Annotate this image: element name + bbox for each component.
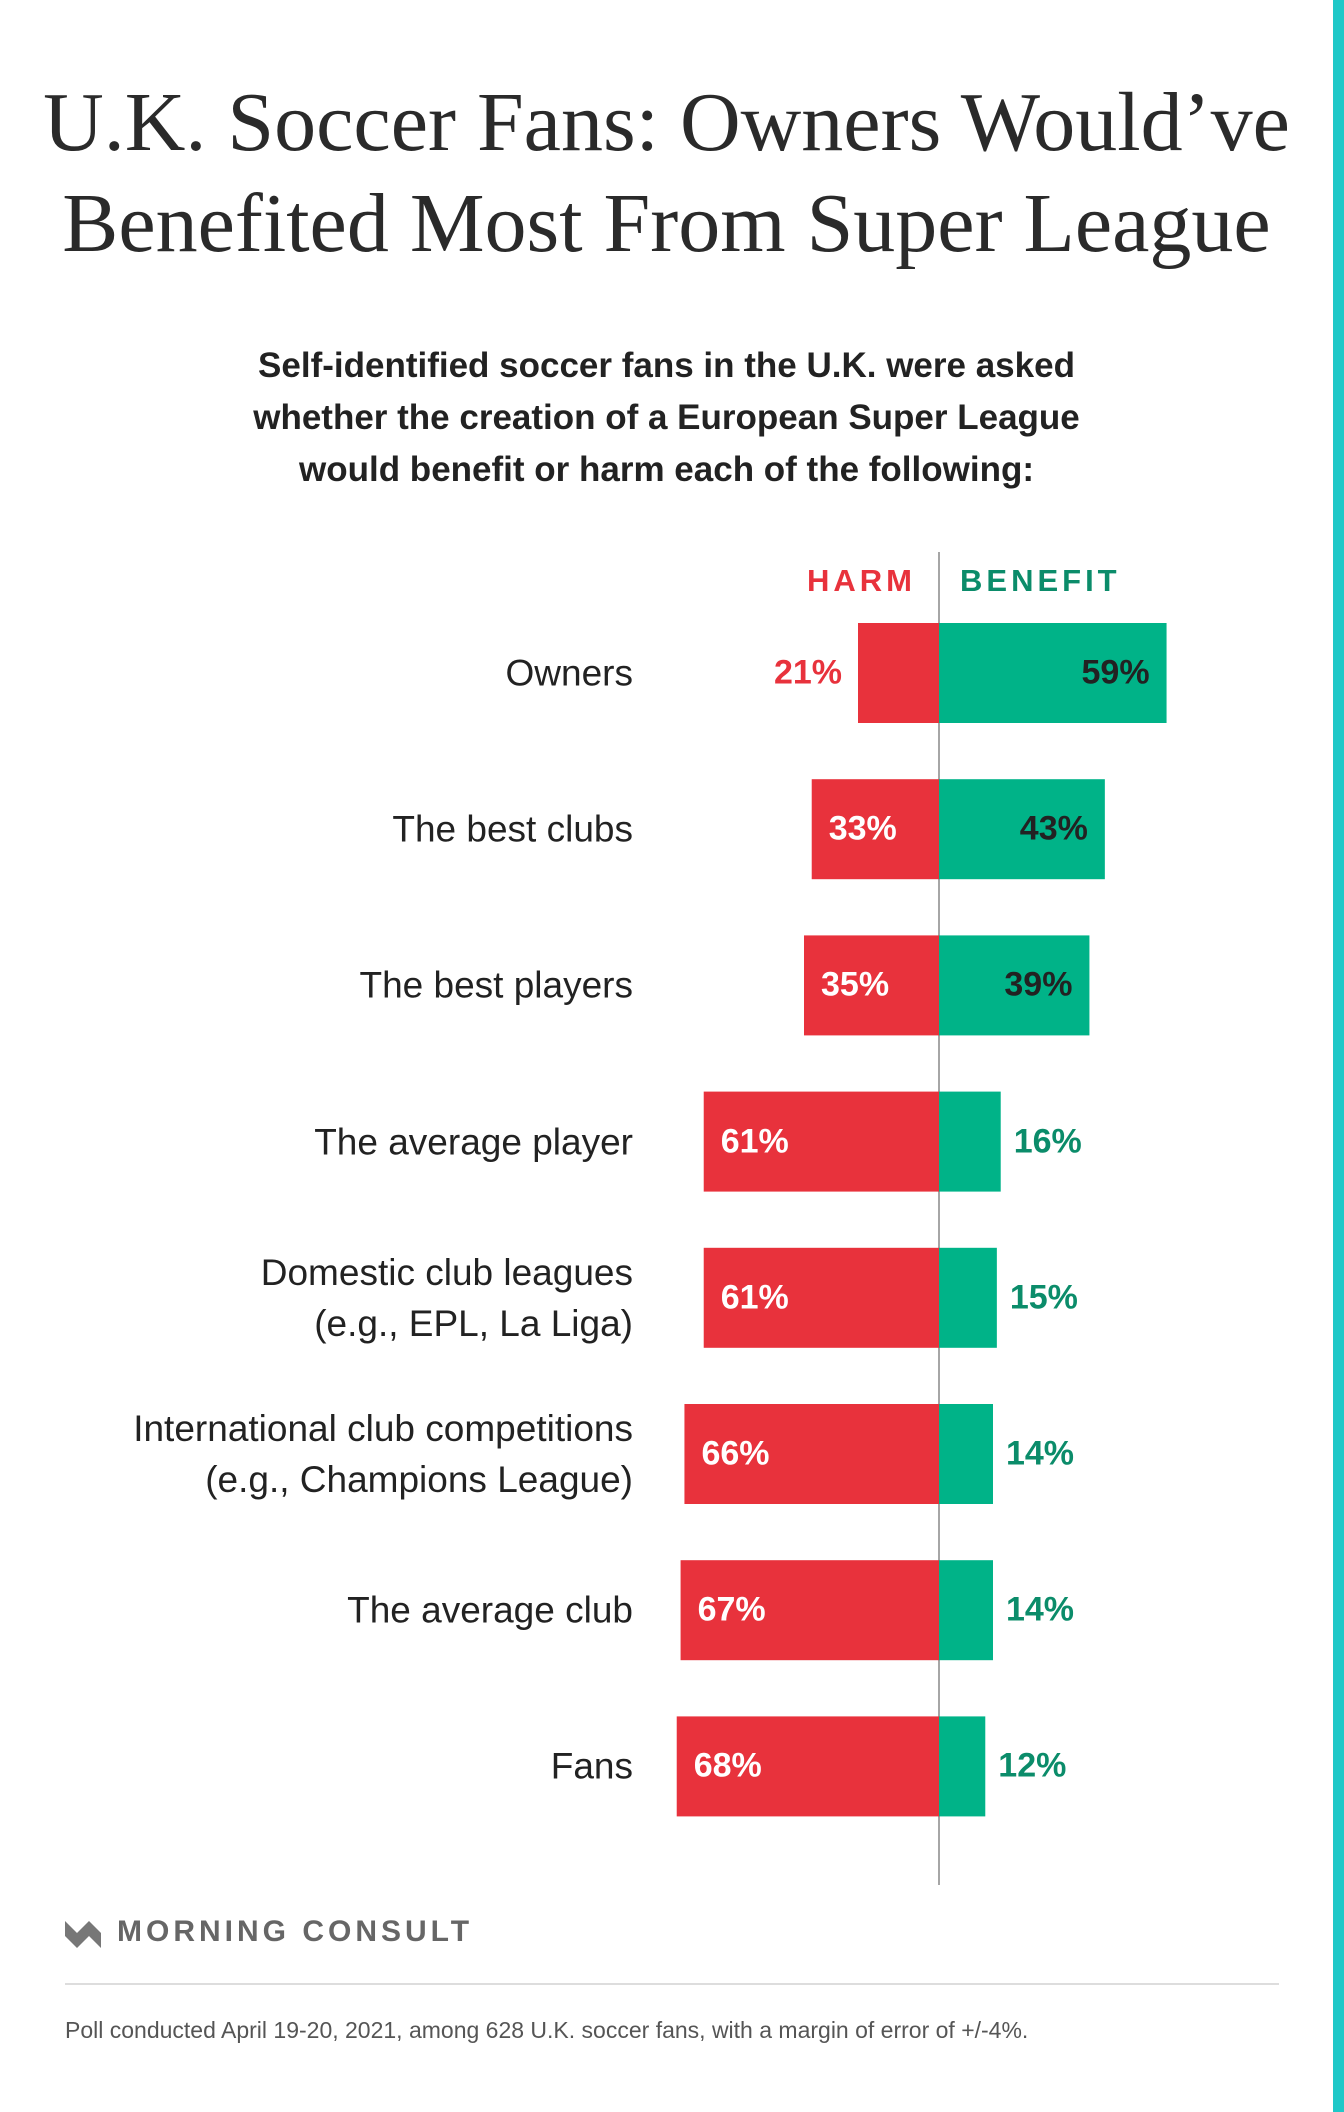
legend-benefit: BENEFIT [960, 563, 1121, 598]
value-label: 43% [1019, 809, 1088, 848]
bar [939, 1716, 986, 1817]
value-label: 16% [1013, 1122, 1082, 1161]
bar [939, 1091, 1001, 1192]
bar [684, 1404, 939, 1504]
category-label: The best players [359, 964, 633, 1006]
footnote: Poll conducted April 19-20, 2021, among … [65, 2017, 1029, 2043]
value-label: 67% [697, 1590, 766, 1629]
category-label: The average club [347, 1589, 633, 1631]
value-label: 12% [998, 1746, 1067, 1785]
bar [939, 779, 1105, 880]
bar [703, 1247, 939, 1348]
bar [858, 623, 939, 723]
value-label: 15% [1009, 1278, 1078, 1317]
value-label: 39% [1004, 965, 1073, 1004]
value-label: 33% [828, 809, 897, 848]
category-label: International club competitions (e.g., C… [133, 1408, 633, 1500]
bar [703, 1091, 939, 1192]
category-label: The best clubs [392, 808, 633, 850]
value-label: 14% [1005, 1590, 1075, 1629]
category-label: The average player [314, 1121, 633, 1163]
bar [811, 779, 939, 880]
category-label: Fans [550, 1745, 633, 1787]
chart-subtitle: Self-identified soccer fans in the U.K. … [253, 346, 1080, 489]
bar [939, 1247, 997, 1348]
chart-title: U.K. Soccer Fans: Owners Would’ve Benefi… [43, 76, 1290, 270]
bar [939, 935, 1090, 1036]
value-label: 35% [821, 965, 890, 1004]
category-label: Domestic club leagues (e.g., EPL, La Lig… [260, 1251, 633, 1344]
value-label: 68% [693, 1746, 762, 1785]
value-label: 21% [773, 653, 843, 692]
brand: MORNING CONSULT [117, 1915, 474, 1948]
legend-harm: HARM [807, 563, 916, 598]
bar [804, 935, 939, 1036]
category-label: Owners [505, 652, 633, 694]
value-label: 59% [1081, 653, 1150, 692]
side-stripe [1333, 0, 1344, 2112]
value-label: 61% [720, 1278, 789, 1317]
value-label: 14% [1005, 1434, 1075, 1473]
bar [676, 1716, 939, 1817]
bar [939, 623, 1167, 723]
brand-logo [65, 1921, 101, 1948]
bar [680, 1560, 939, 1661]
value-label: 66% [701, 1434, 770, 1473]
bar [939, 1560, 993, 1661]
bar [939, 1404, 993, 1504]
value-label: 61% [720, 1122, 789, 1161]
